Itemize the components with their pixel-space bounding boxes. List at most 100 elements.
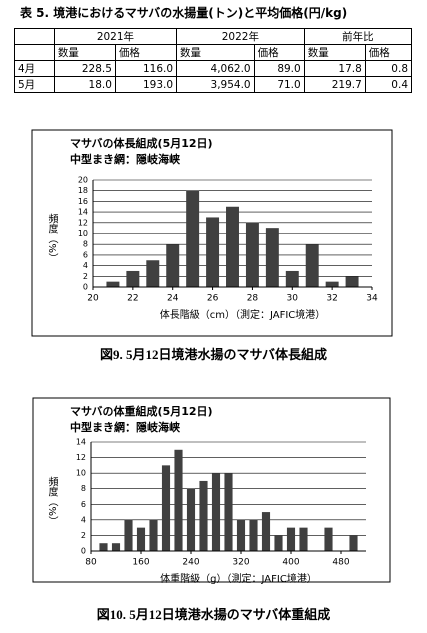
x-tick-label: 240	[182, 558, 199, 568]
cell: 219.7	[303, 76, 366, 93]
bar	[224, 473, 233, 551]
x-tick-label: 30	[287, 294, 299, 304]
bar	[124, 519, 133, 551]
header: 価格	[364, 44, 413, 61]
cell: 17.8	[303, 60, 366, 77]
bar	[161, 465, 171, 551]
y-tick-label: 4	[81, 515, 86, 524]
x-tick-label: 24	[167, 294, 179, 304]
chart-title: マサバの体長組成(5月12日)	[70, 136, 213, 150]
y-tick-label: 10	[78, 229, 88, 238]
bar	[261, 512, 271, 551]
bar	[274, 535, 283, 551]
y-tick-label: 14	[78, 208, 88, 217]
bar	[249, 519, 258, 551]
bar	[305, 244, 319, 287]
cell: 0.4	[364, 76, 413, 93]
cell: 71.0	[253, 76, 305, 93]
caption: 図10. 5月12日境港水揚のマサバ体重組成	[96, 607, 331, 622]
cell: 193.0	[114, 76, 178, 93]
x-tick-label: 26	[207, 294, 219, 304]
y-axis-label: 頻度（%）	[46, 212, 58, 263]
y-tick-label: 8	[81, 484, 86, 493]
table-title: 表 5. 境港におけるマサバの水揚量(トン)と平均価格(円/kg)	[20, 6, 348, 20]
cell	[14, 44, 55, 61]
y-tick-label: 12	[78, 218, 88, 227]
header: 価格	[253, 44, 305, 61]
cell: 116.0	[114, 60, 178, 77]
y-tick-label: 12	[76, 453, 86, 462]
row-label: 4月	[14, 60, 55, 77]
x-tick-label: 20	[87, 294, 99, 304]
cell: 4,062.0	[176, 60, 255, 77]
x-tick-label: 400	[282, 558, 299, 568]
x-tick-label: 480	[332, 558, 349, 568]
chart-frame	[31, 129, 393, 337]
header: 2022年	[176, 28, 305, 45]
bar	[236, 519, 246, 551]
bar	[199, 480, 208, 551]
bar	[174, 449, 183, 551]
bar	[325, 281, 339, 287]
cell	[14, 28, 55, 45]
y-tick-label: 0	[81, 547, 86, 556]
chart-subtitle: 中型まき網：隠岐海峡	[70, 420, 181, 434]
header: 数量	[53, 44, 116, 61]
y-tick-label: 0	[83, 283, 88, 292]
bar	[166, 244, 180, 287]
x-tick-label: 34	[366, 294, 378, 304]
bar	[186, 190, 200, 287]
y-tick-label: 8	[83, 240, 88, 249]
cell: 228.5	[53, 60, 116, 77]
bar	[99, 543, 108, 551]
bar	[345, 276, 359, 287]
bar	[111, 543, 121, 551]
x-tick-label: 22	[127, 294, 138, 304]
bar	[286, 527, 296, 551]
bar	[265, 228, 279, 287]
bar	[285, 270, 299, 287]
table: 2021年 2022年 前年比 数量 価格 数量 価格 数量 価格 4月 228…	[14, 28, 413, 93]
bar	[211, 473, 221, 551]
x-tick-label: 80	[85, 558, 97, 568]
caption: 図9. 5月12日境港水揚のマサバ体長組成	[100, 347, 327, 362]
y-tick-label: 2	[81, 531, 86, 540]
y-tick-label: 6	[83, 250, 88, 259]
bar	[186, 488, 196, 551]
y-tick-label: 2	[83, 272, 88, 281]
x-tick-label: 320	[232, 558, 249, 568]
y-tick-label: 20	[78, 176, 88, 185]
y-tick-label: 14	[76, 438, 86, 447]
header: 2021年	[53, 28, 178, 45]
bar	[126, 270, 140, 287]
y-tick-label: 10	[76, 469, 86, 478]
row-label: 5月	[14, 76, 55, 93]
y-tick-label: 6	[81, 500, 86, 509]
bar	[299, 527, 308, 551]
bar	[146, 260, 160, 287]
chart-frame	[32, 397, 391, 583]
header: 数量	[303, 44, 366, 61]
bar	[324, 527, 333, 551]
bar	[226, 206, 239, 287]
bar	[245, 222, 259, 287]
header: 価格	[114, 44, 178, 61]
y-tick-label: 16	[78, 197, 88, 206]
x-axis-label: 体長階級（cm）（測定：JAFIC境港）	[160, 308, 326, 321]
x-tick-label: 160	[132, 558, 149, 568]
y-tick-label: 18	[78, 186, 88, 195]
y-axis-label: 頻度（%）	[46, 475, 58, 526]
cell: 3,954.0	[176, 76, 255, 93]
chart-subtitle: 中型まき網：隠岐海峡	[70, 152, 181, 166]
cell: 18.0	[53, 76, 116, 93]
cell: 0.8	[364, 60, 413, 77]
x-tick-label: 32	[326, 294, 337, 304]
y-tick-label: 4	[83, 261, 88, 270]
header: 前年比	[303, 28, 413, 45]
header: 数量	[176, 44, 255, 61]
cell: 89.0	[253, 60, 305, 77]
x-tick-label: 28	[247, 294, 259, 304]
